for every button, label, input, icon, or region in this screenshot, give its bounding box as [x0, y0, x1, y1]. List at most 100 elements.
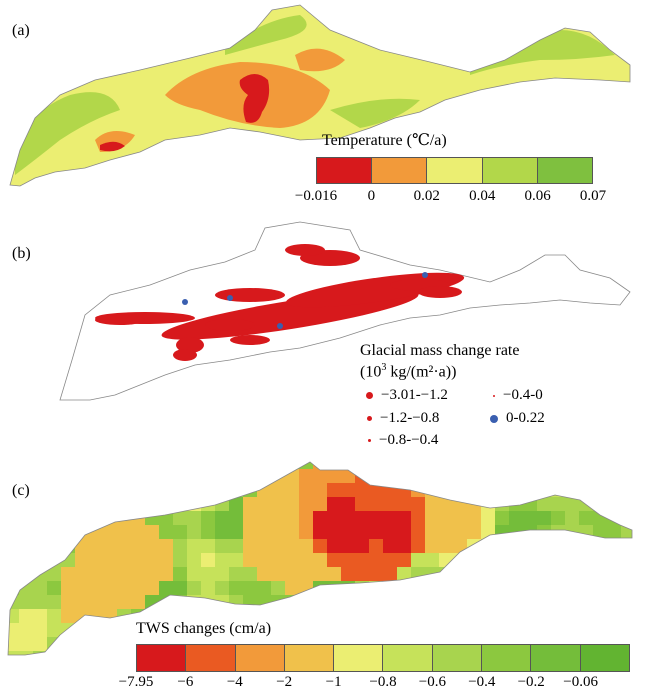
tws-grid-cell: [285, 525, 299, 539]
temperature-colorbar: [316, 157, 593, 184]
tws-grid-cell: [439, 462, 453, 469]
tws-grid-cell: [117, 525, 131, 539]
tws-grid-cell: [495, 539, 509, 553]
tws-grid-cell: [579, 553, 593, 567]
tws-grid-cell: [621, 595, 632, 609]
glacier-legend-title-line1: Glacial mass change rate: [360, 342, 520, 359]
tws-grid-cell: [509, 567, 523, 581]
tws-grid-cell: [341, 539, 355, 553]
tws-grid-cell: [481, 525, 495, 539]
tws-grid-cell: [593, 497, 607, 511]
tws-grid-cell: [635, 455, 649, 469]
tws-grid-cell: [215, 469, 229, 483]
tws-grid-cell: [537, 497, 551, 511]
tws-grid-cell: [285, 497, 299, 511]
tws-grid-cell: [131, 497, 145, 511]
tws-grid-cell: [593, 581, 607, 595]
tws-grid-cell: [383, 567, 397, 581]
tws-grid-cell: [271, 483, 285, 497]
tws-grid-cell: [271, 581, 285, 595]
tws-grid-cell: [89, 651, 103, 655]
glacier-class-2: −1.2-−0.8: [367, 410, 439, 427]
tws-grid-cell: [215, 462, 229, 469]
tws-grid-cell: [117, 469, 131, 483]
tws-grid-cell: [103, 539, 117, 553]
glacier-map-outline: [59, 221, 631, 401]
tws-grid-cell: [551, 567, 565, 581]
glacier-class-1: −3.01-−1.2: [366, 387, 448, 404]
tws-grid-cell: [201, 525, 215, 539]
tws-grid-cell: [8, 623, 19, 637]
tws-grid-cell: [355, 553, 369, 567]
tws-grid-cell: [327, 469, 341, 483]
tws-grid-cell: [8, 525, 19, 539]
tws-grid-cell: [537, 609, 551, 623]
colorbar-tick-label: −6: [177, 674, 194, 690]
tws-grid-cell: [635, 553, 649, 567]
tws-grid-cell: [425, 462, 439, 469]
tws-grid-cell: [509, 623, 523, 637]
tws-grid-cell: [495, 623, 509, 637]
tws-grid-cell: [103, 511, 117, 525]
colorbar-tick-label: 0: [367, 188, 376, 204]
tws-grid-cell: [481, 567, 495, 581]
tws-grid-cell: [61, 497, 75, 511]
glacier-map: [59, 221, 631, 401]
tws-grid-cell: [47, 609, 61, 623]
temp-north-green: [225, 15, 307, 55]
tws-grid-cell: [159, 525, 173, 539]
tws-grid-cell: [47, 637, 61, 651]
tws-grid-cell: [523, 525, 537, 539]
tws-grid-cell: [537, 462, 551, 469]
tws-grid-cell: [145, 525, 159, 539]
tws-grid-cell: [313, 511, 327, 525]
tws-grid-cell: [579, 483, 593, 497]
tws-grid-cell: [145, 539, 159, 553]
tws-grid-cell: [33, 511, 47, 525]
tws-grid-cell: [593, 595, 607, 609]
tws-grid-cell: [593, 483, 607, 497]
tws-grid-cell: [201, 497, 215, 511]
tws-grid-cell: [19, 525, 33, 539]
colorbar-swatch: [482, 158, 538, 183]
tws-grid-cell: [593, 525, 607, 539]
tws-grid-cell: [369, 525, 383, 539]
tws-grid-cell: [103, 497, 117, 511]
tws-grid-cell: [313, 539, 327, 553]
tws-grid-cell: [145, 462, 159, 469]
tws-grid-cell: [159, 469, 173, 483]
tws-grid-cell: [341, 623, 355, 637]
tws-grid-cell: [75, 623, 89, 637]
tws-grid-cell: [47, 623, 61, 637]
tws-grid-cell: [271, 469, 285, 483]
tws-grid-cell: [621, 469, 632, 483]
tws-grid-cell: [201, 581, 215, 595]
tws-grid-cell: [621, 483, 632, 497]
tws-grid-cell: [8, 581, 19, 595]
tws-grid-cell: [8, 539, 19, 553]
tws-grid-cell: [187, 581, 201, 595]
tws-grid-cell: [495, 581, 509, 595]
tws-grid-cell: [369, 567, 383, 581]
tws-grid: [8, 455, 649, 655]
tws-grid-cell: [285, 483, 299, 497]
tws-grid-cell: [299, 595, 313, 609]
glacier-cluster: [285, 244, 325, 256]
tws-grid-cell: [439, 497, 453, 511]
tws-grid-cell: [215, 511, 229, 525]
tws-grid-cell: [271, 623, 285, 637]
tws-grid-cell: [397, 469, 411, 483]
tws-grid-cell: [61, 567, 75, 581]
tws-grid-cell: [229, 469, 243, 483]
tws-grid-cell: [495, 553, 509, 567]
tws-grid-cell: [61, 483, 75, 497]
colorbar-tick-label: −0.4: [468, 674, 496, 690]
tws-grid-cell: [383, 525, 397, 539]
tws-grid-cell: [299, 623, 313, 637]
tws-grid-cell: [173, 525, 187, 539]
tws-grid-cell: [425, 609, 439, 623]
tws-grid-cell: [285, 462, 299, 469]
tws-grid-cell: [271, 567, 285, 581]
tws-grid-cell: [467, 469, 481, 483]
glacier-cluster: [176, 337, 204, 353]
